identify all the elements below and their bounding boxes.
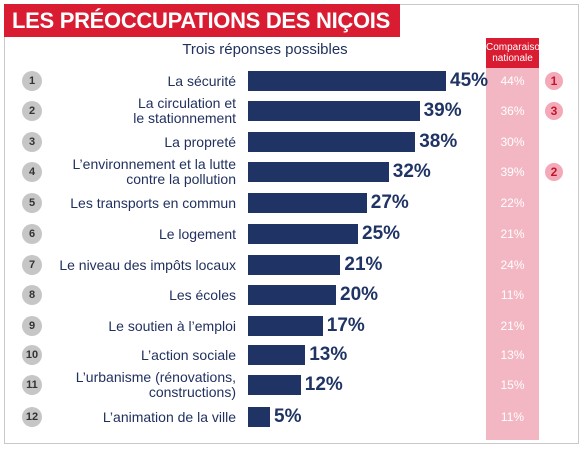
bar [248, 316, 323, 336]
bar [248, 193, 367, 213]
category-label: Les écoles [169, 286, 236, 303]
national-value: 44% [500, 74, 525, 88]
category-label: L’action sociale [141, 346, 236, 363]
bar [248, 101, 420, 121]
national-value: 22% [500, 196, 525, 210]
category-label-line: constructions) [148, 384, 236, 400]
rank-badge: 7 [22, 255, 42, 275]
national-value: 21% [500, 227, 525, 241]
value-label: 21% [344, 254, 383, 275]
national-rank-badge: 3 [545, 102, 563, 120]
bar [248, 71, 446, 91]
category-label: Les transports en commun [70, 194, 236, 211]
national-value: 36% [500, 104, 525, 118]
national-value: 24% [500, 258, 525, 272]
category-label-line: L’environnement et la lutte [72, 156, 236, 172]
category-label: La propreté [164, 133, 236, 150]
category-label-line: La circulation et [137, 95, 236, 111]
value-label: 5% [274, 406, 302, 427]
national-value: 21% [500, 319, 525, 333]
value-label: 20% [340, 284, 379, 305]
category-label-line: Le niveau des impôts locaux [59, 256, 236, 273]
category-label: L’animation de la ville [102, 408, 236, 425]
rank-badge: 5 [22, 193, 42, 213]
rank-badge: 3 [22, 132, 42, 152]
category-label-line: Le logement [158, 225, 236, 242]
category-label-line: Les transports en commun [70, 194, 236, 211]
rank-badge: 6 [22, 224, 42, 244]
national-value: 30% [500, 135, 525, 149]
value-label: 25% [362, 223, 401, 244]
national-value: 11% [500, 410, 525, 424]
category-label-line: La sécurité [167, 72, 236, 89]
category-label-line: La propreté [164, 133, 236, 150]
bar [248, 285, 336, 305]
category-label: Le soutien à l’emploi [108, 317, 236, 334]
category-label-line: L’action sociale [141, 346, 236, 363]
category-label-line: L’urbanisme (rénovations, [75, 369, 236, 385]
category-label-line: contre la pollution [126, 171, 236, 187]
national-value: 39% [500, 165, 525, 179]
value-label: 38% [419, 131, 458, 152]
rank-badge: 11 [22, 375, 42, 395]
category-label: Le logement [158, 225, 236, 242]
bar [248, 224, 358, 244]
value-label: 13% [309, 344, 348, 365]
category-label-line: Les écoles [169, 286, 236, 303]
national-rank-badge: 2 [545, 163, 563, 181]
rank-badge: 9 [22, 316, 42, 336]
rank-badge: 4 [22, 162, 42, 182]
value-label: 17% [326, 315, 365, 336]
bar [248, 375, 301, 395]
rank-badge: 8 [22, 285, 42, 305]
value-label: 32% [392, 161, 431, 182]
national-value: 15% [500, 378, 525, 392]
category-label: Le niveau des impôts locaux [59, 256, 236, 273]
national-header-line1: Comparaison [486, 42, 546, 53]
bar [248, 407, 270, 427]
category-label: La circulation et le stationnement [133, 96, 236, 126]
value-label: 45% [450, 70, 489, 91]
category-label-line: Le soutien à l’emploi [108, 317, 236, 334]
category-label: La sécurité [167, 72, 236, 89]
national-comparison-header: Comparaison nationale [486, 38, 546, 68]
chart-subtitle: Trois réponses possibles [182, 41, 348, 58]
category-label-line: L’animation de la ville [102, 408, 236, 425]
national-comparison-column [486, 38, 539, 440]
rank-badge: 2 [22, 101, 42, 121]
national-header-line2: nationale [492, 53, 533, 64]
national-value: 13% [500, 348, 525, 362]
category-label-line: le stationnement [133, 110, 236, 126]
bar [248, 345, 306, 365]
national-value: 11% [500, 288, 525, 302]
value-label: 12% [304, 374, 343, 395]
value-label: 27% [370, 192, 409, 213]
rank-badge: 1 [22, 71, 42, 91]
category-label: L’urbanisme (rénovations, constructions) [76, 370, 236, 400]
rank-badge: 10 [22, 345, 42, 365]
bar [248, 162, 389, 182]
national-rank-badge: 1 [545, 72, 563, 90]
chart-title: LES PRÉOCCUPATIONS DES NIÇOIS [4, 4, 400, 37]
value-label: 39% [423, 100, 462, 121]
bar [248, 255, 341, 275]
rank-badge: 12 [22, 407, 42, 427]
bar [248, 132, 416, 152]
category-label: L’environnement et la lutte contre la pol… [73, 157, 236, 187]
